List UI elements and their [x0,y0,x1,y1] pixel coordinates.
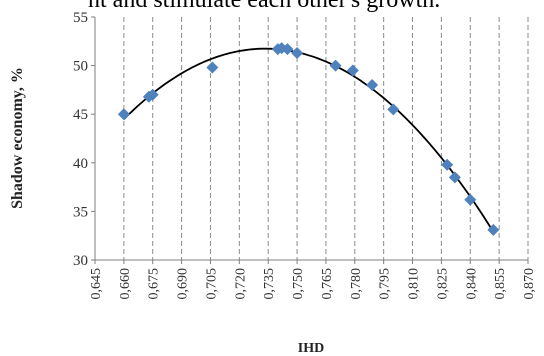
trendline [123,47,495,233]
x-tick-label: 0,840 [464,268,479,300]
data-point [117,108,130,121]
x-tick-labels: 0,645 0,660 0,675 0,690 0,705 0,720 0,735 0,750… [89,268,537,300]
data-point [206,61,219,74]
data-point [346,64,359,77]
y-tick-label: 50 [73,59,88,75]
x-tick-label: 0,870 [522,268,537,300]
x-tick-label: 0,660 [118,268,133,300]
y-axis-title: Shadow economy, % [9,67,26,209]
y-tick-label: 40 [73,156,88,172]
x-tick-label: 0,855 [493,268,508,300]
x-tick-label: 0,645 [89,268,104,300]
x-tick-label: 0,705 [204,268,219,300]
x-tick-label: 0,720 [233,268,248,300]
y-tick-labels: 30 35 40 45 50 55 [73,10,95,269]
data-point [146,88,159,101]
data-point [387,103,400,116]
data-point [441,158,454,171]
x-tick-label: 0,765 [320,268,335,300]
data-point [448,171,461,184]
x-tick-label: 0,690 [176,268,191,300]
data-point [487,223,500,236]
vertical-gridlines [94,17,529,264]
data-point [329,59,342,72]
y-tick-label: 30 [73,253,88,269]
y-tick-label: 55 [73,10,88,26]
data-point [291,46,304,59]
header-text: nt and stimulate each other's growth. [88,0,441,13]
x-tick-label: 0,795 [378,268,393,300]
data-point [464,193,477,206]
x-tick-label: 0,810 [407,268,422,300]
data-point [281,43,294,56]
x-axis-title: IHD [298,341,324,356]
data-points [117,42,500,236]
data-point [366,79,379,92]
x-tick-label: 0,780 [349,268,364,300]
x-tick-label: 0,675 [147,268,162,300]
y-tick-label: 35 [73,204,88,220]
x-tick-label: 0,750 [291,268,306,300]
y-tick-label: 45 [73,107,88,123]
x-tick-label: 0,825 [435,268,450,300]
x-tick-label: 0,735 [262,268,277,300]
